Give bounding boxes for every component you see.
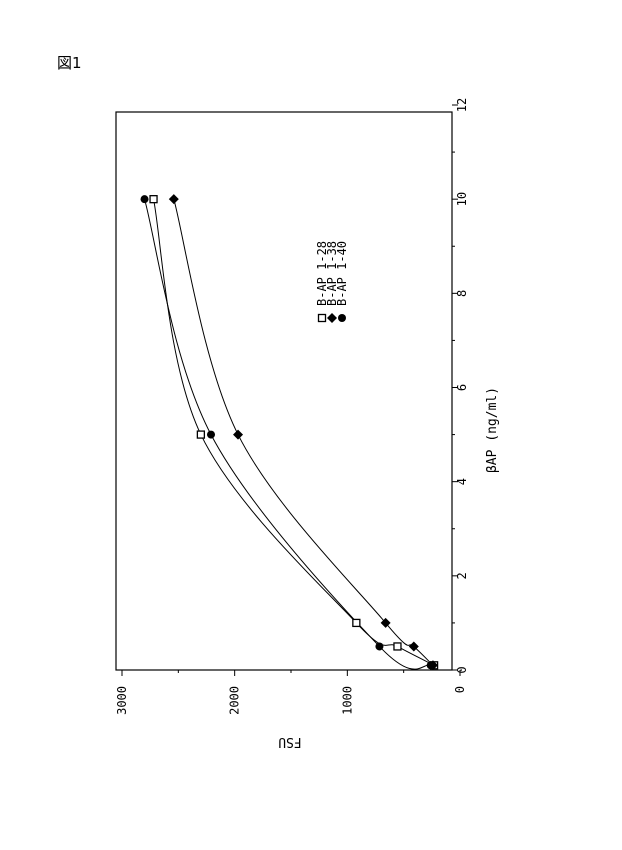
filled-circle-legend-icon — [338, 314, 346, 322]
y-tick-label: 2000 — [228, 686, 242, 715]
open-square-marker — [197, 431, 204, 438]
x-axis-title: βAP (ng/ml) — [485, 387, 500, 473]
y-axis-ticks: 0 1000 2000 3000 — [115, 670, 467, 715]
chart: 0 2 4 6 8 10 12 0 1000 2000 3000 B-AP 1-28B-AP 1-… — [0, 0, 622, 850]
open-square-legend-icon — [319, 315, 326, 322]
x-tick-label: 2 — [455, 572, 469, 579]
series-curves — [145, 199, 435, 669]
series-line — [154, 199, 435, 665]
filled-circle-marker — [427, 661, 435, 669]
x-tick-label: 4 — [455, 478, 469, 485]
series-line — [145, 199, 431, 669]
y-tick-label: 0 — [453, 686, 467, 693]
filled-circle-marker — [207, 431, 215, 439]
y-tick-label: 3000 — [115, 686, 129, 715]
x-tick-label: 12 — [455, 98, 469, 112]
filled-diamond-legend-icon — [327, 313, 337, 323]
x-axis-ticks: 0 2 4 6 8 10 12 — [452, 98, 469, 674]
x-tick-label: 0 — [455, 666, 469, 673]
filled-diamond-marker — [233, 430, 243, 440]
legend-item-label: B-AP 1-40 — [335, 241, 349, 306]
x-tick-label: 8 — [455, 290, 469, 297]
open-square-marker — [353, 619, 360, 626]
open-square-marker — [394, 643, 401, 650]
filled-circle-marker — [375, 642, 383, 650]
x-tick-label: 10 — [455, 192, 469, 206]
open-square-marker — [150, 196, 157, 203]
y-tick-label: 1000 — [340, 686, 354, 715]
x-tick-label: 6 — [455, 384, 469, 391]
y-axis-title: FSU — [278, 734, 301, 749]
plot-frame — [116, 112, 452, 670]
filled-circle-marker — [141, 195, 149, 203]
series-markers — [141, 194, 438, 670]
legend: B-AP 1-28B-AP 1-38B-AP 1-40 — [315, 241, 349, 323]
filled-diamond-marker — [169, 194, 179, 204]
